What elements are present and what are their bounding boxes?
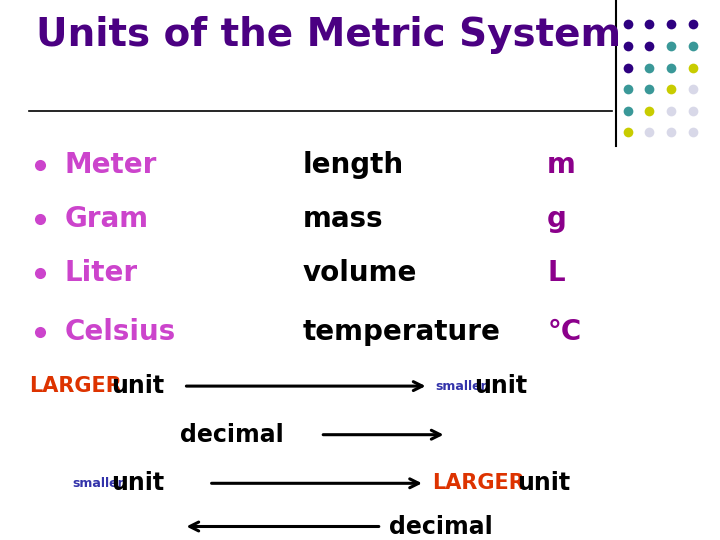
Text: length: length (302, 151, 403, 179)
Text: mass: mass (302, 205, 383, 233)
Text: temperature: temperature (302, 318, 500, 346)
Text: smaller: smaller (436, 380, 487, 393)
Text: m: m (547, 151, 576, 179)
Text: LARGER: LARGER (432, 473, 525, 494)
Text: Gram: Gram (65, 205, 149, 233)
Text: Liter: Liter (65, 259, 138, 287)
Text: smaller: smaller (72, 477, 124, 490)
Text: °C: °C (547, 318, 582, 346)
Text: LARGER: LARGER (29, 376, 122, 396)
Text: Meter: Meter (65, 151, 157, 179)
Text: unit: unit (112, 374, 165, 398)
Text: unit: unit (112, 471, 165, 495)
Text: decimal: decimal (180, 423, 284, 447)
Text: L: L (547, 259, 564, 287)
Text: unit: unit (517, 471, 570, 495)
Text: decimal: decimal (389, 515, 492, 538)
Text: unit: unit (474, 374, 527, 398)
Text: Units of the Metric System: Units of the Metric System (36, 16, 621, 54)
Text: Celsius: Celsius (65, 318, 176, 346)
Text: volume: volume (302, 259, 417, 287)
Text: g: g (547, 205, 567, 233)
